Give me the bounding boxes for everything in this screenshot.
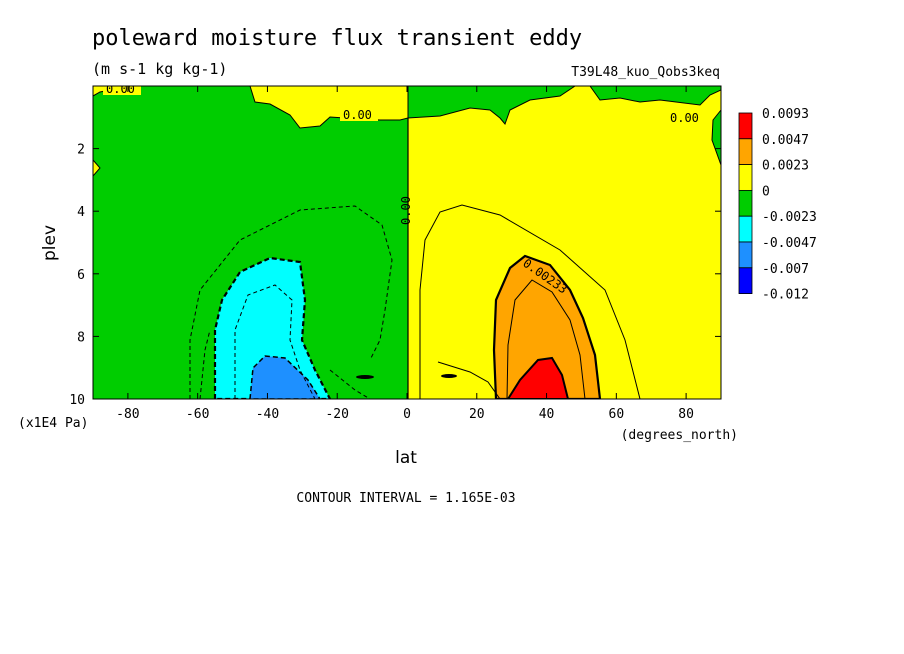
legend-swatch (738, 138, 753, 166)
legend-label: -0.012 (762, 288, 809, 303)
x-axis-label: lat (395, 448, 417, 468)
contour-neg-lower (329, 369, 371, 399)
experiment-label: T39L48_kuo_Qobs3keq (571, 65, 720, 80)
x-tick-label: 60 (609, 407, 625, 422)
legend-label: 0.0047 (762, 133, 809, 148)
y-tick-label: 8 (77, 330, 85, 345)
y-tick-label: 6 (77, 268, 85, 283)
contour-label: 0.00 (670, 111, 699, 125)
legend-label: -0.007 (762, 262, 809, 277)
contour-0.00116-inner (437, 361, 501, 399)
legend-swatch (738, 112, 753, 140)
x-tick-label: -40 (256, 407, 279, 422)
chart-units: (m s-1 kg kg-1) (92, 60, 227, 78)
x-tick-label: -80 (116, 407, 139, 422)
contour-label: 0.00 (343, 108, 372, 122)
legend-swatch (738, 189, 753, 217)
legend-label: 0.0093 (762, 107, 809, 122)
contour-0.0035 (506, 279, 586, 399)
contour-interval-text: CONTOUR INTERVAL = 1.165E-03 (296, 491, 515, 506)
contour-neg-0.0035 (234, 284, 316, 399)
contour-label: 0.00 (106, 82, 135, 96)
y-axis: 2 4 6 8 10 (69, 143, 721, 408)
chart-title: poleward moisture flux transient eddy (92, 26, 582, 51)
region-green-top-right (575, 86, 721, 106)
contour-neg-0.00116 (189, 205, 393, 399)
x-tick-label: 80 (678, 407, 694, 422)
region-blue (249, 355, 321, 399)
legend-label: 0 (762, 184, 770, 199)
region-red (506, 356, 570, 399)
x-tick-label: 40 (539, 407, 555, 422)
legend-label: -0.0047 (762, 236, 817, 251)
x-tick-label: 20 (469, 407, 485, 422)
x-axis-units: (degrees_north) (621, 428, 738, 443)
region-cyan (213, 256, 332, 399)
x-tick-label: -20 (325, 407, 348, 422)
y-tick-label: 2 (77, 143, 85, 158)
feature-small-nh (441, 374, 457, 378)
x-axis: -80 -60 -40 -20 0 20 40 60 80 (116, 86, 694, 422)
y-tick-label: 10 (69, 393, 85, 408)
region-orange (492, 254, 602, 399)
legend-swatch (738, 267, 753, 294)
y-axis-label: plev (40, 225, 60, 261)
region-green-right-edge (711, 109, 721, 166)
contour-0.00116 (419, 204, 641, 399)
legend-swatch (738, 164, 753, 191)
x-tick-label: -60 (186, 407, 209, 422)
legend-swatch (738, 215, 753, 243)
feature-small-sh (356, 375, 374, 379)
color-legend: 0.0093 0.0047 0.0023 0 -0.0023 -0.0047 -0.007 -… (738, 107, 817, 303)
contour-label: 0.00 (399, 196, 413, 225)
region-green-strip-top (407, 86, 576, 125)
region-negative-green (93, 86, 408, 399)
y-tick-label: 4 (77, 205, 85, 220)
plot-area: 0.00 0.00 0.00 0.00 0.00233 (93, 82, 721, 399)
x-tick-label: 0 (403, 407, 411, 422)
legend-swatch (738, 241, 753, 269)
legend-label: -0.0023 (762, 210, 817, 225)
contour-neg-inner (199, 329, 211, 399)
y-axis-units: (x1E4 Pa) (18, 416, 88, 431)
region-green-left-tab (93, 159, 101, 177)
legend-label: 0.0023 (762, 159, 809, 174)
